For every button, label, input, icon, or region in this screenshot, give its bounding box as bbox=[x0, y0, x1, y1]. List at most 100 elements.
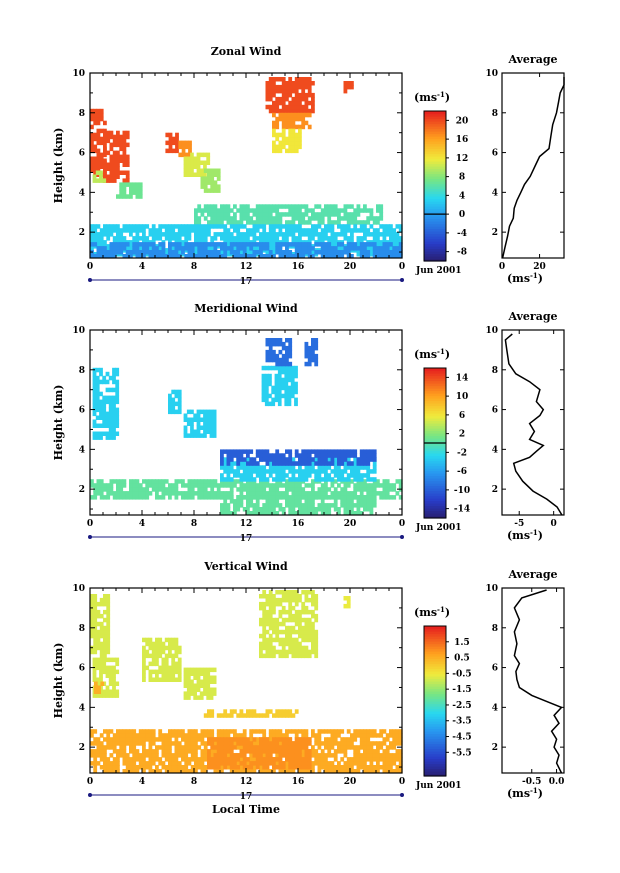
heatmap-cell bbox=[356, 477, 361, 482]
heatmap-cell bbox=[285, 449, 289, 454]
heatmap-cell bbox=[278, 629, 283, 635]
heatmap-cell bbox=[274, 397, 279, 403]
heatmap-cell bbox=[294, 461, 299, 466]
heatmap-cell bbox=[210, 729, 215, 734]
heatmap-cell bbox=[363, 483, 367, 488]
heatmap-cell bbox=[210, 479, 215, 484]
heatmap-cell bbox=[239, 208, 244, 213]
heatmap-cell bbox=[142, 637, 146, 643]
heatmap-cell bbox=[161, 737, 166, 742]
heatmap-cell bbox=[164, 733, 169, 738]
heatmap-cell bbox=[265, 597, 270, 603]
heatmap-cell bbox=[359, 503, 364, 508]
heatmap-cell bbox=[337, 216, 341, 221]
heatmap-cell bbox=[288, 729, 293, 734]
heatmap-cell bbox=[262, 653, 267, 659]
heatmap-cell bbox=[177, 389, 182, 395]
heatmap-cell bbox=[174, 665, 179, 671]
heatmap-cell bbox=[281, 457, 286, 462]
heatmap-cell bbox=[226, 246, 231, 251]
heatmap-cell bbox=[268, 737, 273, 742]
heatmap-cell bbox=[259, 457, 263, 462]
heatmap-cell bbox=[284, 381, 289, 387]
heatmap-cell bbox=[142, 749, 146, 754]
heatmap-cell bbox=[145, 649, 150, 655]
heatmap-cell bbox=[210, 741, 215, 746]
heatmap-cell bbox=[281, 369, 285, 375]
heatmap-cell bbox=[151, 645, 156, 651]
heatmap-cell bbox=[155, 637, 159, 643]
heatmap-cell bbox=[119, 236, 124, 241]
heatmap-cell bbox=[168, 641, 172, 647]
heatmap-cell bbox=[298, 208, 302, 213]
heatmap-cell bbox=[108, 669, 113, 675]
heatmap-cell bbox=[181, 224, 185, 229]
heatmap-cell bbox=[252, 729, 257, 734]
heatmap-cell bbox=[216, 761, 221, 766]
heatmap-cell bbox=[135, 250, 140, 255]
heatmap-cell bbox=[203, 232, 208, 237]
heatmap-cell bbox=[199, 172, 204, 177]
heatmap-cell bbox=[301, 84, 306, 90]
heatmap-cell bbox=[233, 461, 237, 466]
heatmap-cell bbox=[151, 661, 156, 667]
heatmap-cell bbox=[317, 745, 322, 750]
heatmap-cell bbox=[209, 429, 214, 434]
heatmap-cell bbox=[108, 407, 113, 413]
heatmap-cell bbox=[174, 495, 179, 500]
heatmap-cell bbox=[262, 216, 267, 221]
heatmap-cell bbox=[284, 397, 289, 403]
heatmap-cell bbox=[196, 421, 201, 426]
heatmap-cell bbox=[236, 449, 241, 454]
heatmap-cell bbox=[168, 409, 172, 415]
heatmap-cell bbox=[168, 765, 172, 770]
heatmap-cell bbox=[268, 613, 273, 619]
heatmap-cell bbox=[158, 745, 163, 750]
heatmap-cell bbox=[108, 677, 113, 682]
heatmap-cell bbox=[242, 204, 247, 209]
heatmap-cell bbox=[242, 483, 247, 488]
heatmap-cell bbox=[112, 395, 116, 401]
heatmap-cell bbox=[108, 395, 113, 401]
colorbar-swatch bbox=[424, 395, 446, 399]
heatmap-cell bbox=[304, 204, 309, 209]
heatmap-cell bbox=[216, 254, 221, 259]
heatmap-cell bbox=[320, 729, 325, 734]
heatmap-cell bbox=[376, 483, 380, 488]
heatmap-cells bbox=[90, 77, 403, 259]
heatmap-cell bbox=[209, 421, 214, 426]
heatmap-cell bbox=[116, 479, 120, 484]
heatmap-cell bbox=[294, 641, 299, 647]
heatmap-cell bbox=[239, 465, 244, 470]
heatmap-cell bbox=[379, 745, 384, 750]
heatmap-cell bbox=[379, 753, 384, 758]
heatmap-cell bbox=[346, 216, 351, 221]
colorbar-swatch bbox=[424, 438, 446, 442]
heatmap-cell bbox=[93, 160, 98, 165]
heatmap-cell bbox=[95, 170, 100, 175]
heatmap-cell bbox=[142, 228, 146, 233]
heatmap-cell bbox=[206, 683, 211, 688]
heatmap-cell bbox=[265, 753, 270, 758]
heatmap-cell bbox=[333, 753, 338, 758]
heatmap-cell bbox=[155, 254, 159, 259]
heatmap-cell bbox=[314, 473, 319, 478]
heatmap-cell bbox=[92, 423, 97, 428]
heatmap-cell bbox=[99, 116, 104, 122]
heatmap-cell bbox=[333, 737, 338, 742]
heatmap-cell bbox=[291, 487, 296, 492]
heatmap-cell bbox=[281, 393, 285, 399]
heatmap-cell bbox=[337, 220, 341, 225]
heatmap-cell bbox=[320, 242, 325, 247]
heatmap-cell bbox=[290, 365, 295, 371]
heatmap-cell bbox=[369, 224, 374, 229]
heatmap-cell bbox=[372, 449, 377, 454]
heatmap-cell bbox=[343, 483, 348, 488]
heatmap-cell bbox=[343, 465, 348, 470]
heatmap-cell bbox=[385, 487, 390, 492]
heatmap-cell bbox=[229, 246, 234, 251]
heatmap-cell bbox=[285, 487, 289, 492]
heatmap-cell bbox=[190, 242, 195, 247]
heatmap-cell bbox=[212, 691, 217, 696]
heatmap-cell bbox=[291, 469, 296, 474]
